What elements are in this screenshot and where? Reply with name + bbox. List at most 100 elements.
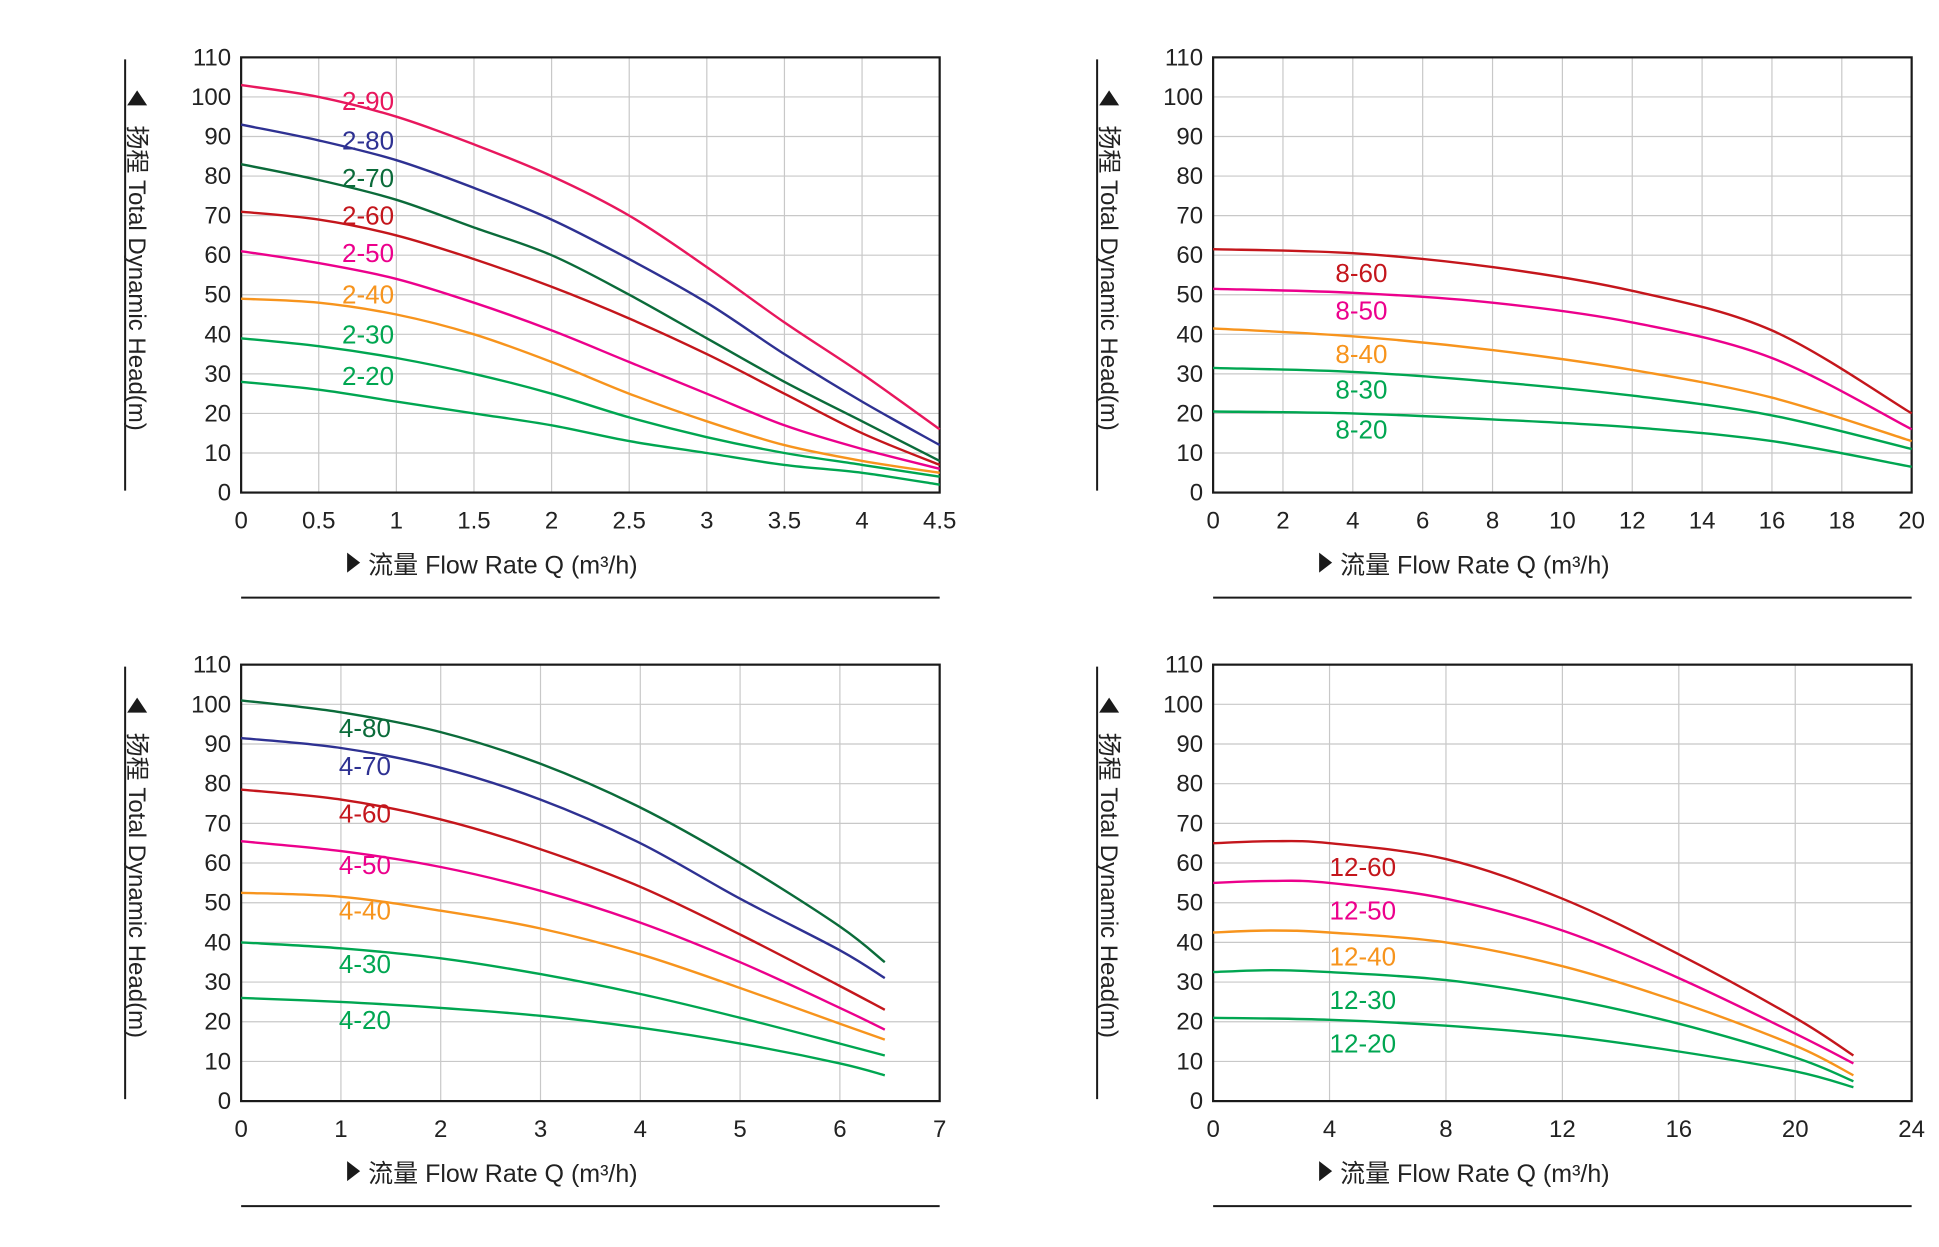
x-tick-label: 2: [545, 508, 558, 535]
series-label-12-50: 12-50: [1330, 896, 1397, 926]
right-arrow-icon: [1319, 1161, 1333, 1182]
y-tick-label: 10: [204, 1048, 231, 1075]
x-tick-label: 20: [1782, 1116, 1809, 1143]
y-axis-title: 扬程 Total Dynamic Head(m): [123, 125, 150, 430]
y-tick-label: 40: [1176, 929, 1203, 956]
x-tick-label: 3: [534, 1116, 547, 1143]
y-tick-label: 60: [204, 850, 231, 877]
y-tick-label: 0: [1190, 480, 1203, 507]
y-axis-title: 扬程 Total Dynamic Head(m): [123, 733, 150, 1038]
x-tick-label: 6: [1416, 508, 1429, 535]
series-label-12-30: 12-30: [1330, 985, 1397, 1015]
x-tick-label: 1: [334, 1116, 347, 1143]
series-label-4-30: 4-30: [339, 949, 391, 979]
x-tick-label: 2: [434, 1116, 447, 1143]
y-tick-label: 100: [191, 691, 231, 718]
x-tick-label: 3: [700, 508, 713, 535]
x-tick-label: 4: [1323, 1116, 1336, 1143]
x-tick-label: 3.5: [768, 508, 801, 535]
series-line-4-70: [240, 736, 886, 980]
x-tick-label: 2: [1276, 508, 1289, 535]
x-tick-label: 4.5: [923, 508, 956, 535]
series-line-4-80: [240, 699, 886, 964]
y-tick-label: 70: [1176, 203, 1203, 230]
series-line-12-60: [1213, 839, 1855, 1057]
y-tick-label: 80: [204, 771, 231, 798]
series-line-2-50: [240, 250, 940, 470]
series-label-8-40: 8-40: [1335, 339, 1387, 369]
y-tick-label: 60: [1176, 850, 1203, 877]
x-axis-title: 流量 Flow Rate Q (m³/h): [1340, 1160, 1609, 1188]
y-tick-label: 30: [1176, 969, 1203, 996]
x-tick-label: 0: [1206, 508, 1219, 535]
series-line-4-30: [241, 941, 886, 1057]
plot-frame: [240, 663, 941, 1103]
y-tick-label: 40: [204, 929, 231, 956]
x-tick-label: 10: [1549, 508, 1576, 535]
y-axis-title: 扬程 Total Dynamic Head(m): [1095, 125, 1122, 430]
y-tick-label: 100: [1163, 691, 1203, 718]
x-tick-label: 14: [1689, 508, 1716, 535]
series-line-2-40: [241, 297, 940, 474]
series-line-8-20: [1213, 410, 1912, 468]
plot-frame: [1212, 56, 1913, 494]
y-tick-label: 20: [1176, 400, 1203, 427]
x-tick-label: 20: [1898, 508, 1925, 535]
x-tick-label: 8: [1439, 1116, 1452, 1143]
x-tick-label: 4: [1346, 508, 1359, 535]
x-tick-label: 4: [855, 508, 868, 535]
up-arrow-icon: [127, 90, 148, 106]
chart-panel-2: 0 2 4 6 8 10 12 14 16 18 20 0 10 20 30 40 50 60 70 80 90 100 1…: [1095, 44, 1925, 599]
right-arrow-icon: [347, 552, 361, 573]
series-label-2-70: 2-70: [342, 163, 394, 193]
y-tick-label: 30: [204, 969, 231, 996]
x-tick-label: 18: [1828, 508, 1855, 535]
y-tick-label: 110: [1165, 652, 1203, 679]
y-tick-label: 80: [1176, 771, 1203, 798]
series-label-8-30: 8-30: [1335, 375, 1387, 405]
series-label-2-60: 2-60: [342, 201, 394, 231]
x-tick-label: 5: [733, 1116, 746, 1143]
series-line-8-60: [1213, 248, 1913, 415]
x-tick-label: 0: [1206, 1116, 1219, 1143]
series-label-2-40: 2-40: [342, 280, 394, 310]
x-tick-label: 0: [234, 508, 247, 535]
x-tick-label: 16: [1759, 508, 1786, 535]
y-tick-label: 90: [1176, 731, 1203, 758]
series-label-2-90: 2-90: [342, 86, 394, 116]
series-line-12-50: [1213, 879, 1854, 1065]
series-label-2-80: 2-80: [342, 125, 394, 155]
y-axis-title: 扬程 Total Dynamic Head(m): [1095, 733, 1122, 1038]
series-line-2-70: [240, 163, 941, 462]
series-label-8-20: 8-20: [1335, 414, 1387, 444]
y-tick-label: 40: [204, 321, 231, 348]
y-tick-label: 10: [1176, 440, 1203, 467]
up-arrow-icon: [1099, 90, 1120, 106]
up-arrow-icon: [1099, 697, 1120, 713]
y-tick-label: 50: [204, 282, 231, 309]
series-line-4-50: [240, 840, 886, 1031]
series-line-12-30: [1213, 968, 1854, 1083]
x-tick-label: 1: [390, 508, 403, 535]
x-axis-title: 流量 Flow Rate Q (m³/h): [368, 1160, 637, 1188]
y-tick-label: 80: [204, 163, 231, 190]
x-tick-label: 24: [1898, 1116, 1925, 1143]
y-tick-label: 40: [1176, 321, 1203, 348]
x-axis-title: 流量 Flow Rate Q (m³/h): [368, 552, 637, 580]
plot-frame: [240, 56, 941, 494]
series-line-4-40: [241, 891, 886, 1041]
y-tick-label: 110: [193, 44, 231, 71]
y-tick-label: 100: [1163, 84, 1203, 111]
x-tick-label: 12: [1549, 1116, 1576, 1143]
x-tick-label: 1.5: [457, 508, 490, 535]
chart-panel-1: 0 0.5 1 1.5 2 2.5 3 3.5 4 4.5 0 10 20 30 40 50 60 70 80 90 1…: [123, 44, 956, 599]
series-line-4-60: [240, 788, 886, 1011]
x-tick-label: 7: [933, 1116, 946, 1143]
x-tick-label: 12: [1619, 508, 1646, 535]
series-label-8-60: 8-60: [1335, 258, 1387, 288]
y-tick-label: 70: [1176, 810, 1203, 837]
series-label-4-50: 4-50: [339, 850, 391, 880]
x-tick-label: 4: [634, 1116, 647, 1143]
